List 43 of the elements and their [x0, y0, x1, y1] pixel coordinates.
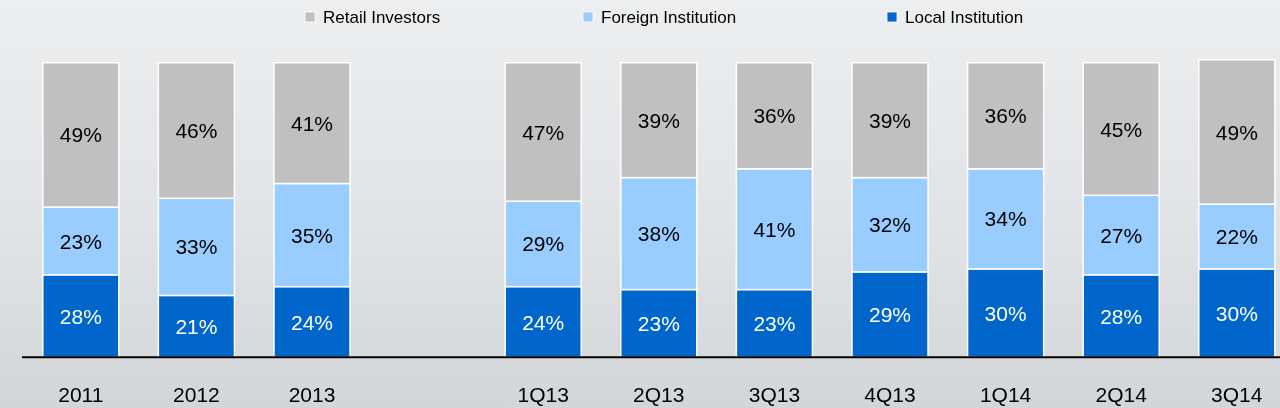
data-label: 41%	[753, 217, 796, 241]
data-label: 32%	[868, 213, 912, 237]
x-tick-label: 2013	[288, 383, 336, 406]
data-label: 41%	[290, 111, 334, 135]
legend-label: Foreign Institution	[601, 7, 737, 27]
data-label: 49%	[1215, 120, 1258, 144]
legend-label: Retail Investors	[323, 7, 441, 27]
data-label: 34%	[984, 207, 1027, 231]
data-label: 22%	[1215, 225, 1258, 249]
data-label: 36%	[984, 104, 1027, 128]
data-label: 38%	[637, 222, 680, 246]
x-tick-label: 3Q14	[1211, 383, 1263, 406]
data-label: 47%	[522, 120, 565, 144]
data-label: 29%	[868, 303, 912, 327]
data-label: 45%	[1100, 117, 1143, 141]
data-label: 30%	[1215, 301, 1258, 325]
x-tick-label: 2012	[173, 383, 220, 406]
data-label: 24%	[290, 310, 334, 334]
data-label: 24%	[522, 310, 565, 334]
x-tick-label: 2011	[58, 383, 104, 406]
data-label: 35%	[290, 223, 334, 247]
x-tick-label: 1Q13	[517, 383, 569, 406]
x-tick-label: 2Q13	[633, 383, 685, 406]
data-label: 39%	[868, 108, 912, 132]
data-label: 28%	[1100, 304, 1143, 328]
data-label: 23%	[753, 311, 796, 335]
data-label: 29%	[522, 232, 565, 256]
data-label: 49%	[59, 123, 102, 147]
x-tick-label: 1Q14	[979, 383, 1032, 406]
legend-label: Local Institution	[905, 7, 1024, 27]
data-label: 39%	[637, 108, 680, 132]
data-label: 23%	[637, 311, 680, 335]
data-label: 30%	[984, 301, 1027, 325]
data-label: 36%	[753, 104, 796, 128]
x-tick-label: 3Q13	[748, 383, 801, 406]
data-label: 27%	[1100, 223, 1143, 247]
x-tick-label: 2Q14	[1095, 383, 1148, 406]
data-label: 46%	[175, 119, 218, 143]
data-label: 33%	[175, 235, 218, 259]
data-label: 28%	[59, 304, 102, 328]
data-label: 23%	[59, 229, 102, 253]
x-tick-label: 4Q13	[864, 383, 916, 406]
data-label: 21%	[175, 314, 218, 338]
